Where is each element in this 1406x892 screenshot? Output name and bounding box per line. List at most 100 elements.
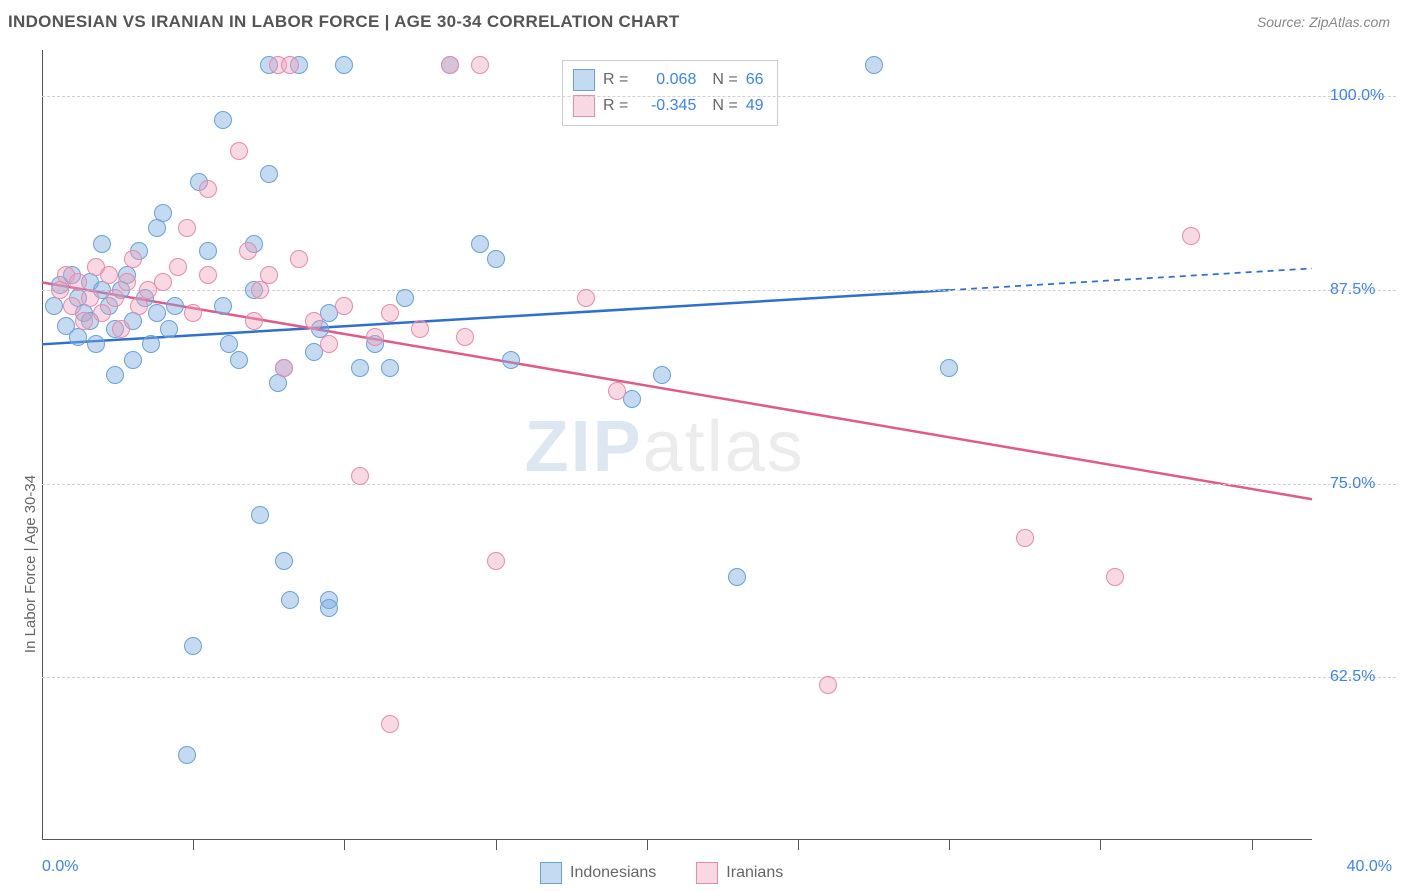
r-label: R = <box>603 71 628 89</box>
indonesians-point <box>69 328 87 346</box>
iranians-point <box>100 266 118 284</box>
iranians-point <box>130 297 148 315</box>
iranians-point <box>487 552 505 570</box>
iranians-legend-swatch <box>696 862 718 884</box>
y-tick-label: 100.0% <box>1330 87 1384 105</box>
x-min-label: 0.0% <box>42 858 78 876</box>
indonesians-point <box>653 366 671 384</box>
iranians-point <box>260 266 278 284</box>
legend-item-iranians: Iranians <box>696 862 783 884</box>
iranians-point <box>608 382 626 400</box>
iranians-point <box>281 56 299 74</box>
indonesians-point <box>275 552 293 570</box>
x-tick <box>1100 840 1101 850</box>
indonesians-point <box>148 219 166 237</box>
iranians-swatch <box>573 95 595 117</box>
indonesians-point <box>178 746 196 764</box>
indonesians-point <box>281 591 299 609</box>
legend-label: Iranians <box>726 864 783 882</box>
iranians-point <box>471 56 489 74</box>
iranians-point <box>69 273 87 291</box>
iranians-point <box>335 297 353 315</box>
indonesians-point <box>269 374 287 392</box>
indonesians-point <box>124 351 142 369</box>
y-tick-label: 62.5% <box>1330 668 1375 686</box>
indonesians-point <box>148 304 166 322</box>
iranians-point <box>199 266 217 284</box>
indonesians-point <box>487 250 505 268</box>
n-value: 49 <box>746 97 764 115</box>
indonesians-point <box>335 56 353 74</box>
iranians-point <box>441 56 459 74</box>
indonesians-point <box>87 335 105 353</box>
iranians-point <box>178 219 196 237</box>
x-tick <box>496 840 497 850</box>
indonesians-point <box>214 297 232 315</box>
iranians-point <box>154 273 172 291</box>
y-tick-label: 75.0% <box>1330 475 1375 493</box>
indonesians-point <box>251 506 269 524</box>
iranians-point <box>118 273 136 291</box>
iranians-point <box>456 328 474 346</box>
gridline <box>42 96 1396 97</box>
indonesians-point <box>106 366 124 384</box>
iranians-point <box>411 320 429 338</box>
chart-title: INDONESIAN VS IRANIAN IN LABOR FORCE | A… <box>8 12 680 32</box>
r-value: -0.345 <box>636 97 696 115</box>
iranians-point <box>112 320 130 338</box>
indonesians-point <box>865 56 883 74</box>
gridline <box>42 484 1396 485</box>
x-max-label: 40.0% <box>1347 858 1392 876</box>
n-label: N = <box>712 71 737 89</box>
indonesians-point <box>351 359 369 377</box>
iranians-point <box>75 312 93 330</box>
stats-row-indonesians: R =0.068N =66 <box>573 67 763 93</box>
indonesians-point <box>214 111 232 129</box>
iranians-point <box>351 467 369 485</box>
iranians-point <box>230 142 248 160</box>
iranians-point <box>1106 568 1124 586</box>
indonesians-legend-swatch <box>540 862 562 884</box>
x-tick <box>798 840 799 850</box>
iranians-point <box>51 281 69 299</box>
iranians-point <box>124 250 142 268</box>
indonesians-point <box>154 204 172 222</box>
iranians-point <box>93 304 111 322</box>
indonesians-point <box>184 637 202 655</box>
r-label: R = <box>603 97 628 115</box>
indonesians-point <box>320 599 338 617</box>
indonesians-point <box>93 235 111 253</box>
r-value: 0.068 <box>636 71 696 89</box>
y-axis-title: In Labor Force | Age 30-34 <box>22 474 39 652</box>
indonesians-point <box>45 297 63 315</box>
iranians-point <box>106 289 124 307</box>
iranians-point <box>290 250 308 268</box>
correlation-stats-box: R =0.068N =66R =-0.345N =49 <box>562 60 778 126</box>
y-tick-label: 87.5% <box>1330 281 1375 299</box>
source-attribution: Source: ZipAtlas.com <box>1257 14 1390 30</box>
iranians-point <box>184 304 202 322</box>
gridline <box>42 677 1396 678</box>
iranians-point <box>381 715 399 733</box>
iranians-point <box>63 297 81 315</box>
iranians-point <box>305 312 323 330</box>
iranians-point <box>251 281 269 299</box>
plot-area <box>42 50 1312 840</box>
indonesians-point <box>502 351 520 369</box>
n-label: N = <box>712 97 737 115</box>
indonesians-point <box>142 335 160 353</box>
iranians-point <box>819 676 837 694</box>
x-tick <box>344 840 345 850</box>
iranians-point <box>1182 227 1200 245</box>
iranians-point <box>199 180 217 198</box>
title-bar: INDONESIAN VS IRANIAN IN LABOR FORCE | A… <box>0 0 1406 44</box>
x-tick <box>949 840 950 850</box>
indonesians-point <box>940 359 958 377</box>
indonesians-point <box>381 359 399 377</box>
indonesians-swatch <box>573 69 595 91</box>
indonesians-point <box>230 351 248 369</box>
iranians-point <box>275 359 293 377</box>
legend-label: Indonesians <box>570 864 656 882</box>
iranians-point <box>320 335 338 353</box>
iranians-point <box>81 289 99 307</box>
